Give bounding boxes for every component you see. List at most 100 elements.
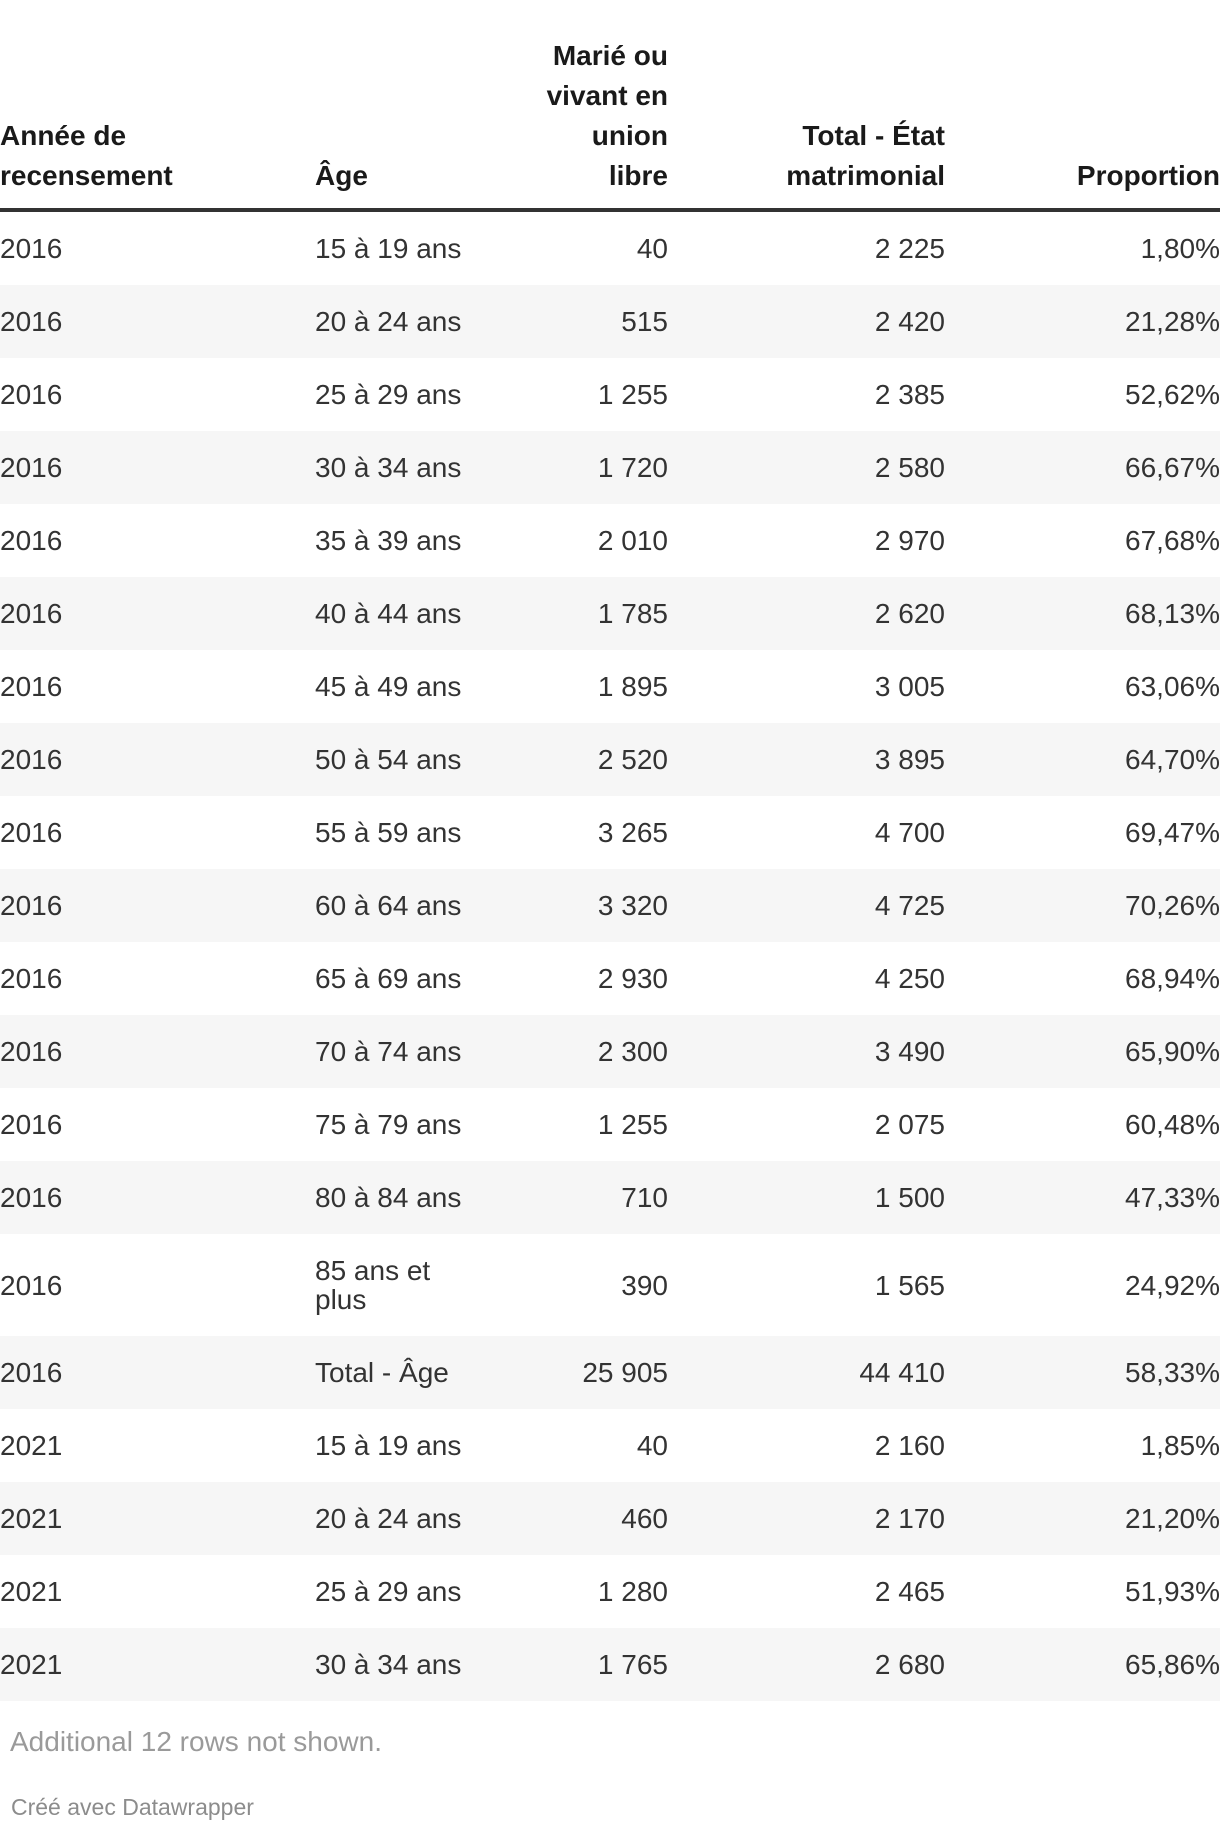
table-row: 2016 35 à 39 ans 2 010 2 970 67,68%: [0, 504, 1220, 577]
datawrapper-link[interactable]: Datawrapper: [122, 1794, 254, 1820]
datawrapper-credit: Créé avec Datawrapper: [11, 1793, 1220, 1821]
table-row: 2021 20 à 24 ans 460 2 170 21,20%: [0, 1482, 1220, 1555]
table-cell: 25 à 29 ans: [315, 379, 462, 410]
table-cell: 1 895: [597, 671, 668, 702]
table-cell: 2021: [0, 1649, 63, 1680]
table-cell: 1 565: [874, 1269, 945, 1301]
table-cell: 47,33%: [1125, 1182, 1220, 1213]
table-cell: 2021: [0, 1576, 63, 1607]
table-cell: 2016: [0, 1269, 63, 1301]
table-cell: 75 à 79 ans: [315, 1109, 462, 1140]
table-row: 2016 85 ans et plus 390 1 565 24,92%: [0, 1234, 1220, 1336]
table-cell: 2 970: [874, 525, 945, 556]
table-row: 2016 75 à 79 ans 1 255 2 075 60,48%: [0, 1088, 1220, 1161]
table-cell: 2021: [0, 1503, 63, 1534]
table-cell: 2016: [0, 452, 63, 483]
column-header-total-etat-matrimonial: Total - État matrimonial: [668, 0, 945, 212]
column-header-proportion: Proportion: [945, 0, 1220, 212]
table-cell: 60,48%: [1125, 1109, 1220, 1140]
table-cell: 85 ans et plus: [315, 1255, 431, 1315]
table-cell: 25 905: [582, 1357, 668, 1388]
table-cell: 3 490: [874, 1036, 945, 1067]
table-cell: 2016: [0, 233, 63, 264]
table-cell: 1 255: [597, 379, 668, 410]
table-cell: 64,70%: [1125, 744, 1220, 775]
table-cell: Total - Âge: [315, 1357, 449, 1388]
table-row: 2021 15 à 19 ans 40 2 160 1,85%: [0, 1409, 1220, 1482]
table-row: 2016 20 à 24 ans 515 2 420 21,28%: [0, 285, 1220, 358]
table-cell: 60 à 64 ans: [315, 890, 462, 921]
table-row: 2016 50 à 54 ans 2 520 3 895 64,70%: [0, 723, 1220, 796]
table-cell: 2016: [0, 306, 63, 337]
table-cell: 3 895: [874, 744, 945, 775]
table-cell: 2016: [0, 598, 63, 629]
table-cell: 25 à 29 ans: [315, 1576, 462, 1607]
table-row: 2016 80 à 84 ans 710 1 500 47,33%: [0, 1161, 1220, 1234]
table-cell: 2016: [0, 963, 63, 994]
credit-prefix-text: Créé avec: [11, 1794, 123, 1820]
table-cell: 1 765: [597, 1649, 668, 1680]
table-cell: 24,92%: [1125, 1269, 1220, 1301]
table-cell: 21,28%: [1125, 306, 1220, 337]
column-header-age: Âge: [315, 0, 515, 212]
table-cell: 80 à 84 ans: [315, 1182, 462, 1213]
table-cell: 3 265: [597, 817, 668, 848]
table-cell: 2016: [0, 1109, 63, 1140]
table-cell: 2016: [0, 379, 63, 410]
table-row: 2016 45 à 49 ans 1 895 3 005 63,06%: [0, 650, 1220, 723]
column-header-marie-ou-vivant-en-union-libre: Marié ou vivant en union libre: [515, 0, 668, 212]
table-cell: 2 075: [874, 1109, 945, 1140]
table-cell: 460: [621, 1503, 668, 1534]
table-cell: 390: [621, 1269, 668, 1301]
table-cell: 710: [621, 1182, 668, 1213]
header-row: Année de recensement Âge Marié ou vivant…: [0, 0, 1220, 212]
table-cell: 1 720: [597, 452, 668, 483]
table-row: 2021 25 à 29 ans 1 280 2 465 51,93%: [0, 1555, 1220, 1628]
table-cell: 2 225: [874, 233, 945, 264]
table-cell: 4 725: [874, 890, 945, 921]
table-cell: 4 700: [874, 817, 945, 848]
table-cell: 52,62%: [1125, 379, 1220, 410]
table-row: 2016 15 à 19 ans 40 2 225 1,80%: [0, 210, 1220, 285]
table-cell: 2 465: [874, 1576, 945, 1607]
table-row: 2016 65 à 69 ans 2 930 4 250 68,94%: [0, 942, 1220, 1015]
table-cell: 2 930: [597, 963, 668, 994]
table-cell: 65 à 69 ans: [315, 963, 462, 994]
table-cell: 2 385: [874, 379, 945, 410]
table-cell: 65,90%: [1125, 1036, 1220, 1067]
table-cell: 63,06%: [1125, 671, 1220, 702]
table-cell: 2 170: [874, 1503, 945, 1534]
table-cell: 44 410: [859, 1357, 945, 1388]
table-cell: 45 à 49 ans: [315, 671, 462, 702]
table-cell: 1,85%: [1140, 1430, 1220, 1461]
table-cell: 15 à 19 ans: [315, 1430, 462, 1461]
table-cell: 15 à 19 ans: [315, 233, 462, 264]
table-cell: 69,47%: [1125, 817, 1220, 848]
table-cell: 65,86%: [1125, 1649, 1220, 1680]
table-cell: 2 620: [874, 598, 945, 629]
data-table: Année de recensement Âge Marié ou vivant…: [0, 0, 1220, 1680]
table-cell: 58,33%: [1125, 1357, 1220, 1388]
table-row: 2016 25 à 29 ans 1 255 2 385 52,62%: [0, 358, 1220, 431]
table-cell: 2 580: [874, 452, 945, 483]
table-cell: 3 320: [597, 890, 668, 921]
table-cell: 50 à 54 ans: [315, 744, 462, 775]
table-cell: 1 500: [874, 1182, 945, 1213]
table-cell: 30 à 34 ans: [315, 1649, 462, 1680]
table-cell: 1 785: [597, 598, 668, 629]
table-cell: 68,94%: [1125, 963, 1220, 994]
table-cell: 70 à 74 ans: [315, 1036, 462, 1067]
table-cell: 2021: [0, 1430, 63, 1461]
rows-not-shown-note: Additional 12 rows not shown.: [10, 1726, 382, 1757]
table-cell: 2016: [0, 1182, 63, 1213]
table-cell: 40 à 44 ans: [315, 598, 462, 629]
table-cell: 2016: [0, 1036, 63, 1067]
table-row: 2016 60 à 64 ans 3 320 4 725 70,26%: [0, 869, 1220, 942]
table-cell: 2016: [0, 744, 63, 775]
table-cell: 70,26%: [1125, 890, 1220, 921]
table-cell: 20 à 24 ans: [315, 1503, 462, 1534]
table-cell: 55 à 59 ans: [315, 817, 462, 848]
table-row: 2016 55 à 59 ans 3 265 4 700 69,47%: [0, 796, 1220, 869]
table-row: 2016 70 à 74 ans 2 300 3 490 65,90%: [0, 1015, 1220, 1088]
table-cell: 2 160: [874, 1430, 945, 1461]
